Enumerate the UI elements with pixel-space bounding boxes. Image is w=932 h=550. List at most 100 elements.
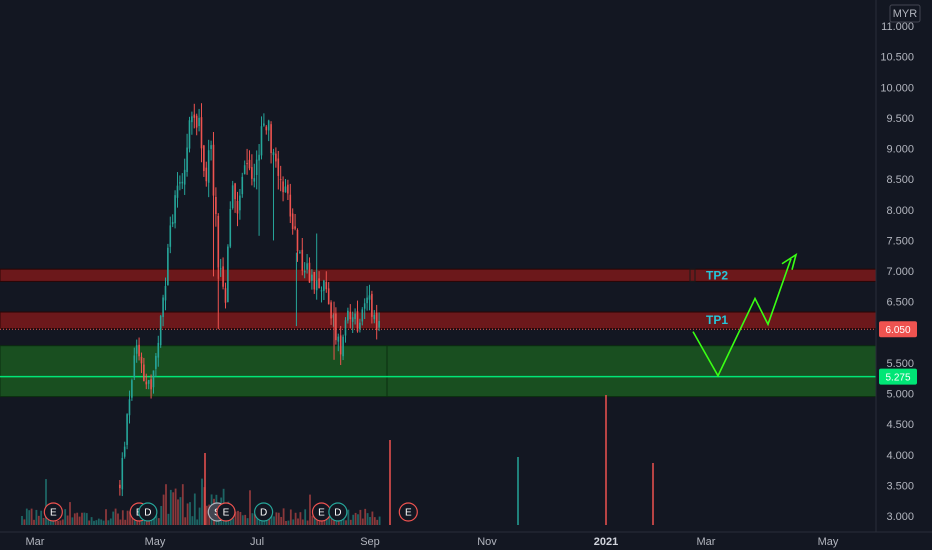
candle-body [210,145,212,149]
volume-bar [285,520,287,525]
time-tick-label: Mar [26,536,45,548]
time-axis[interactable]: Mar May Jul Sep Nov 2021 Mar May [26,536,839,548]
candle-body [229,208,232,247]
candle-body [162,297,164,317]
volume-bar [167,513,170,525]
candle-body [289,194,292,217]
candle-body [351,317,354,322]
price-tick-label: 4.500 [886,419,914,431]
volume-bar [301,519,304,525]
projection-line [692,258,792,378]
volume-bar [73,513,76,525]
event-marker-e[interactable]: E [43,502,63,522]
candle-body [195,115,198,128]
candle-body [171,221,174,225]
candle-body [207,150,210,183]
event-letter: D [260,508,267,519]
volume-bar [76,512,79,525]
price-tick-label: 9.000 [886,144,914,156]
price-tick-label: 3.000 [886,511,914,523]
volume-bar [347,509,350,525]
price-tick-label: 5.000 [886,389,914,401]
candle-body [157,342,160,358]
resistance-zone [0,268,877,282]
event-circle [138,502,158,522]
level-price-text: 5.275 [885,373,910,384]
candle-body [339,335,342,355]
candle-body [313,271,316,290]
volume-bar [64,509,67,525]
volume-bar [21,515,23,525]
volume-bar [354,512,357,525]
volume-bar [270,510,273,525]
candle-body [327,288,330,305]
volume-bar [153,517,155,525]
candle-body [150,379,152,390]
volume-bar [205,505,208,525]
volume-bar [148,518,151,525]
event-marker-e[interactable]: E [216,502,236,522]
candle-body [378,321,380,328]
candle-body [347,310,349,321]
volume-bar [71,517,74,525]
volume-bar [364,508,367,525]
candle-body [373,314,376,320]
volume-bar [172,492,175,525]
candle-body [219,268,222,270]
event-marker-e[interactable]: E [311,502,332,522]
price-tick-label: 10.500 [880,52,914,64]
volume-bar [129,511,131,525]
candle-body [248,159,251,169]
volume-bar [61,519,64,525]
volume-bar [325,517,328,525]
volume-bar [282,508,285,525]
volume-bar [196,519,199,525]
time-tick-label: Sep [360,536,380,548]
volume-bar [316,517,319,525]
candle-body [169,225,172,247]
event-circle [43,502,63,522]
event-marker-e[interactable]: E [398,502,418,522]
candle-body [152,370,155,388]
volume-bar [181,484,184,525]
price-tick-label: 10.000 [880,82,914,94]
volume-bar [117,513,119,525]
zone-marker [689,268,696,282]
candle-body [203,145,205,172]
volume-bar [83,512,86,525]
candle-body [224,288,227,303]
price-tick-label: 8.000 [886,205,914,217]
volume-bar [141,518,143,525]
candle-body [258,154,260,161]
event-marker-d[interactable]: D [328,502,348,522]
volume-bar [345,520,347,525]
volume-bar [251,513,254,525]
volume-bar [186,503,189,525]
candle-body [332,315,335,318]
volume-bar [376,519,379,525]
candle-body [164,286,167,301]
candle-body [246,163,248,165]
time-tick-label: May [145,536,166,548]
candle-body [155,355,157,369]
volume-bar [177,499,179,525]
volume-bar [349,519,352,525]
projection-arrowhead [781,252,798,270]
candle-body [231,185,234,208]
volume-bar [160,506,163,525]
candle-body [308,262,311,283]
candle-body [315,280,318,291]
volume-bar [28,510,31,525]
candle-body [325,281,328,290]
volume-bar [292,519,295,525]
candle-body [363,303,366,309]
candle-body [131,380,133,398]
candle-body [176,185,179,198]
candle-body [272,152,275,156]
event-marker-d[interactable]: D [138,502,158,522]
volume-bar [23,519,26,525]
target-label: TP2 [706,268,728,282]
event-marker-d[interactable]: D [254,502,274,522]
candle-body [236,200,239,214]
